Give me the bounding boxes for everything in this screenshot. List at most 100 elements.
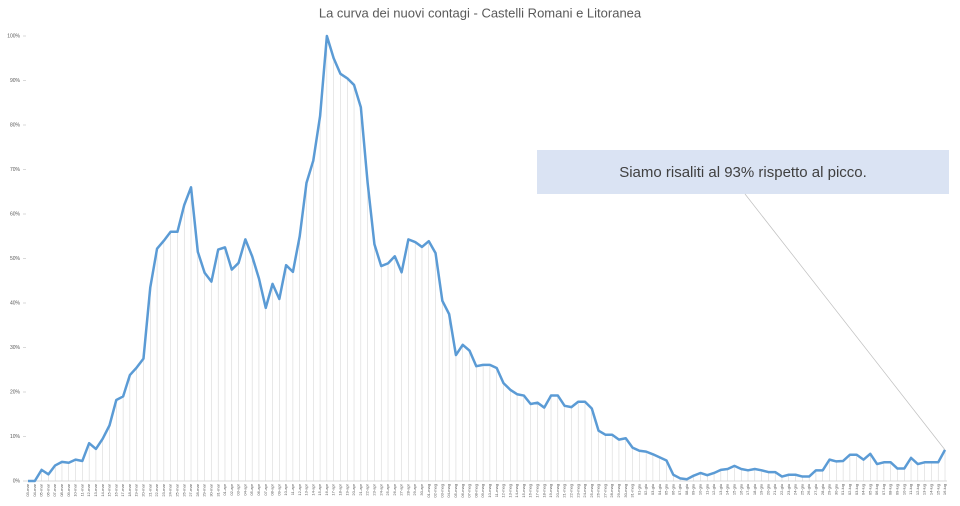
- x-tick-label: 14-lug: [928, 484, 933, 495]
- y-tick-label: 80%: [10, 122, 21, 128]
- x-tick-label: 04-apr: [242, 483, 247, 495]
- x-tick-label: 10-mag: [487, 484, 492, 498]
- x-tick-label: 14-mag: [514, 484, 519, 498]
- x-tick-label: 21-mar: [147, 483, 152, 496]
- x-tick-label: 04-lug: [861, 484, 866, 495]
- chart-title: La curva dei nuovi contagi - Castelli Ro…: [319, 5, 642, 20]
- x-tick-label: 19-apr: [344, 483, 349, 495]
- x-tick-label: 03-mar: [25, 483, 30, 496]
- x-tick-label: 24-giu: [793, 484, 798, 495]
- x-tick-label: 06-mag: [460, 484, 465, 498]
- x-tick-label: 22-mar: [154, 483, 159, 496]
- x-tick-label: 26-mag: [596, 484, 601, 498]
- x-tick-label: 08-mar: [59, 483, 64, 496]
- x-tick-label: 23-mag: [575, 484, 580, 498]
- x-tick-label: 11-mar: [79, 483, 84, 496]
- x-tick-label: 05-apr: [249, 483, 254, 495]
- x-tick-label: 12-apr: [297, 483, 302, 495]
- x-tick-label: 19-giu: [759, 484, 764, 495]
- y-tick-label: 100%: [7, 33, 20, 39]
- x-tick-label: 21-giu: [772, 484, 777, 495]
- x-tick-label: 13-lug: [922, 484, 927, 495]
- x-tick-label: 31-mar: [215, 483, 220, 496]
- x-tick-label: 05-mar: [39, 483, 44, 496]
- x-tick-label: 28-mag: [609, 484, 614, 498]
- x-tick-label: 15-giu: [731, 484, 736, 495]
- x-tick-label: 07-giu: [677, 484, 682, 495]
- x-tick-label: 05-giu: [664, 484, 669, 495]
- x-tick-label: 14-apr: [310, 483, 315, 495]
- x-tick-label: 07-lug: [881, 484, 886, 495]
- x-tick-label: 01-lug: [840, 484, 845, 495]
- x-tick-label: 26-apr: [392, 483, 397, 495]
- x-tick-label: 15-lug: [935, 484, 940, 495]
- x-tick-label: 23-mar: [161, 483, 166, 496]
- x-tick-label: 12-mar: [86, 483, 91, 496]
- x-tick-label: 07-apr: [263, 483, 268, 495]
- x-tick-label: 19-mar: [134, 483, 139, 496]
- x-tick-label: 08-lug: [888, 484, 893, 495]
- x-tick-label: 20-giu: [765, 484, 770, 495]
- x-tick-label: 20-mag: [555, 484, 560, 498]
- x-tick-label: 22-mag: [568, 484, 573, 498]
- x-tick-label: 27-mar: [188, 483, 193, 496]
- x-tick-label: 28-apr: [405, 483, 410, 495]
- x-tick-label: 10-mar: [73, 483, 78, 496]
- x-tick-label: 16-mag: [528, 484, 533, 498]
- x-tick-label: 15-apr: [317, 483, 322, 495]
- x-tick-label: 26-mar: [181, 483, 186, 496]
- x-tick-label: 15-mar: [107, 483, 112, 496]
- x-tick-label: 02-apr: [229, 483, 234, 495]
- x-tick-label: 24-mar: [168, 483, 173, 496]
- x-tick-label: 27-mag: [602, 484, 607, 498]
- x-tick-label: 08-apr: [270, 483, 275, 495]
- x-tick-label: 16-lug: [942, 484, 947, 495]
- y-tick-label: 0%: [13, 478, 21, 484]
- x-tick-label: 17-apr: [331, 483, 336, 495]
- x-tick-label: 06-mar: [45, 483, 50, 496]
- x-tick-label: 09-lug: [895, 484, 900, 495]
- x-tick-label: 02-mag: [433, 484, 438, 498]
- y-tick-label: 70%: [10, 167, 21, 173]
- x-tick-label: 01-mag: [426, 484, 431, 498]
- x-tick-label: 08-giu: [684, 484, 689, 495]
- y-tick-label: 20%: [10, 389, 21, 395]
- annotation: Siamo risaliti al 93% rispetto al picco.: [619, 164, 867, 181]
- x-tick-label: 25-mag: [589, 484, 594, 498]
- x-tick-label: 04-mag: [446, 484, 451, 498]
- x-tick-label: 02-lug: [847, 484, 852, 495]
- x-tick-label: 22-giu: [779, 484, 784, 495]
- x-tick-label: 31-mag: [630, 484, 635, 498]
- x-tick-label: 21-mag: [562, 484, 567, 498]
- x-tick-label: 06-apr: [256, 483, 261, 495]
- x-tick-label: 18-mar: [127, 483, 132, 496]
- x-tick-label: 16-apr: [324, 483, 329, 495]
- x-tick-label: 10-giu: [698, 484, 703, 495]
- x-tick-label: 23-apr: [371, 483, 376, 495]
- x-tick-label: 09-mar: [66, 483, 71, 496]
- x-tick-label: 11-giu: [704, 484, 709, 495]
- x-tick-label: 20-mar: [141, 483, 146, 496]
- y-tick-label: 10%: [10, 434, 21, 440]
- x-tick-label: 09-giu: [691, 484, 696, 495]
- y-tick-label: 50%: [10, 256, 21, 262]
- y-tick-label: 30%: [10, 345, 21, 351]
- x-tick-label: 16-giu: [738, 484, 743, 495]
- x-tick-label: 13-giu: [718, 484, 723, 495]
- x-tick-label: 06-lug: [874, 484, 879, 495]
- x-tick-label: 05-lug: [867, 484, 872, 495]
- x-tick-label: 28-mar: [195, 483, 200, 496]
- x-tick-label: 22-apr: [365, 483, 370, 495]
- x-tick-label: 09-mag: [480, 484, 485, 498]
- x-tick-label: 05-mag: [453, 484, 458, 498]
- x-tick-label: 12-giu: [711, 484, 716, 495]
- y-tick-label: 90%: [10, 78, 21, 84]
- data-line: [28, 34, 947, 483]
- x-tick-label: 25-mar: [174, 483, 179, 496]
- x-tick-label: 24-apr: [378, 483, 383, 495]
- x-tick-label: 16-mar: [113, 483, 118, 496]
- x-tick-label: 17-giu: [745, 484, 750, 495]
- x-tick-label: 21-apr: [358, 483, 363, 495]
- x-tick-label: 03-giu: [650, 484, 655, 495]
- x-tick-label: 11-mag: [494, 484, 499, 497]
